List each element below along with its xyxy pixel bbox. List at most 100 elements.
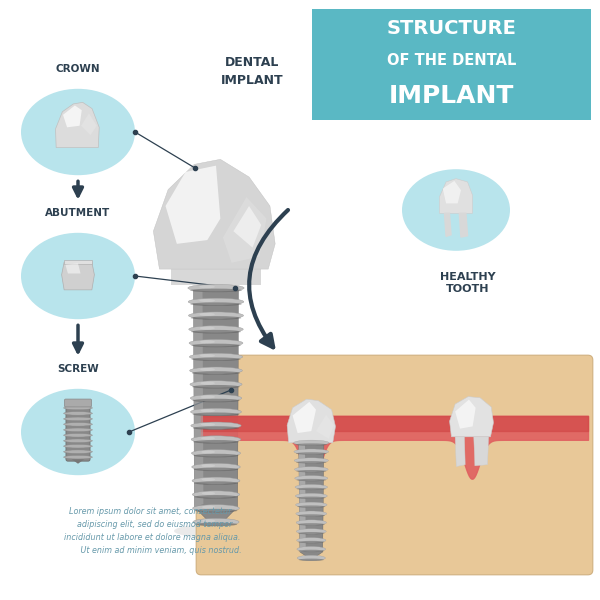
Ellipse shape	[21, 89, 135, 175]
Ellipse shape	[199, 299, 215, 302]
Ellipse shape	[174, 523, 306, 539]
FancyBboxPatch shape	[196, 355, 593, 575]
Text: CROWN: CROWN	[56, 64, 100, 74]
Ellipse shape	[296, 470, 326, 472]
Ellipse shape	[298, 541, 325, 543]
Ellipse shape	[188, 312, 244, 319]
Ellipse shape	[298, 523, 325, 526]
Ellipse shape	[190, 302, 242, 306]
Ellipse shape	[296, 461, 326, 464]
Ellipse shape	[64, 445, 92, 448]
Ellipse shape	[201, 437, 215, 440]
Ellipse shape	[297, 488, 326, 490]
Ellipse shape	[199, 313, 215, 316]
Ellipse shape	[190, 353, 242, 361]
Text: STRUCTURE: STRUCTURE	[386, 19, 517, 38]
Ellipse shape	[202, 464, 215, 467]
Ellipse shape	[199, 286, 215, 289]
Ellipse shape	[193, 399, 239, 403]
Text: HEALTHY
TOOTH: HEALTHY TOOTH	[440, 272, 496, 294]
Polygon shape	[63, 106, 82, 127]
Ellipse shape	[297, 556, 325, 560]
Ellipse shape	[295, 484, 328, 490]
Polygon shape	[81, 113, 97, 135]
Ellipse shape	[192, 371, 240, 375]
Polygon shape	[193, 288, 203, 507]
Ellipse shape	[200, 340, 215, 343]
Text: OF THE DENTAL: OF THE DENTAL	[387, 53, 516, 68]
Ellipse shape	[21, 233, 135, 319]
Ellipse shape	[64, 417, 92, 421]
Ellipse shape	[200, 382, 215, 385]
Ellipse shape	[191, 316, 241, 320]
Ellipse shape	[191, 449, 241, 457]
Ellipse shape	[64, 422, 92, 426]
Ellipse shape	[296, 511, 327, 517]
Ellipse shape	[201, 451, 215, 454]
Ellipse shape	[298, 514, 325, 517]
Text: ABUTMENT: ABUTMENT	[46, 208, 110, 218]
Ellipse shape	[64, 428, 92, 431]
Polygon shape	[72, 460, 84, 464]
Polygon shape	[64, 260, 92, 264]
Ellipse shape	[202, 478, 215, 481]
Polygon shape	[154, 160, 275, 269]
Ellipse shape	[202, 519, 215, 522]
Text: Lorem ipsum dolor sit amet, consectetur
    adipiscing elit, sed do eiusmod temp: Lorem ipsum dolor sit amet, consectetur …	[58, 506, 242, 556]
Ellipse shape	[296, 452, 327, 455]
Ellipse shape	[193, 454, 239, 457]
Ellipse shape	[298, 532, 325, 535]
Ellipse shape	[189, 326, 243, 333]
Ellipse shape	[64, 450, 92, 454]
Ellipse shape	[192, 477, 240, 484]
Ellipse shape	[201, 423, 215, 426]
FancyBboxPatch shape	[64, 399, 92, 407]
Ellipse shape	[193, 491, 239, 498]
Ellipse shape	[296, 520, 326, 525]
Ellipse shape	[190, 289, 242, 292]
Polygon shape	[474, 437, 488, 466]
Ellipse shape	[193, 426, 239, 430]
Ellipse shape	[296, 443, 327, 446]
Ellipse shape	[298, 550, 324, 552]
Ellipse shape	[200, 368, 215, 371]
Polygon shape	[171, 265, 261, 285]
Ellipse shape	[191, 330, 241, 334]
Polygon shape	[449, 397, 493, 437]
Ellipse shape	[296, 502, 327, 508]
FancyBboxPatch shape	[312, 9, 591, 120]
Ellipse shape	[192, 463, 240, 470]
Ellipse shape	[21, 389, 135, 475]
Polygon shape	[445, 213, 451, 236]
Ellipse shape	[190, 381, 242, 388]
Ellipse shape	[202, 492, 215, 495]
Ellipse shape	[64, 406, 92, 410]
Ellipse shape	[202, 506, 215, 509]
Ellipse shape	[295, 493, 328, 499]
Ellipse shape	[194, 481, 238, 485]
Ellipse shape	[297, 497, 326, 499]
Ellipse shape	[295, 467, 328, 472]
Ellipse shape	[200, 354, 215, 357]
Ellipse shape	[189, 340, 243, 347]
Ellipse shape	[194, 509, 238, 512]
Polygon shape	[223, 197, 266, 263]
Ellipse shape	[192, 385, 240, 389]
Ellipse shape	[297, 505, 325, 508]
Ellipse shape	[297, 547, 326, 552]
Polygon shape	[460, 213, 467, 237]
Ellipse shape	[295, 476, 328, 481]
Ellipse shape	[190, 367, 242, 374]
Ellipse shape	[296, 538, 326, 543]
Ellipse shape	[190, 395, 242, 402]
Ellipse shape	[191, 436, 241, 443]
Ellipse shape	[191, 358, 241, 361]
Ellipse shape	[193, 518, 239, 526]
Ellipse shape	[191, 422, 241, 429]
Polygon shape	[56, 103, 99, 148]
Ellipse shape	[201, 409, 215, 412]
Polygon shape	[455, 437, 465, 467]
Polygon shape	[193, 288, 238, 522]
Ellipse shape	[193, 505, 239, 512]
Text: SCREW: SCREW	[57, 364, 99, 374]
